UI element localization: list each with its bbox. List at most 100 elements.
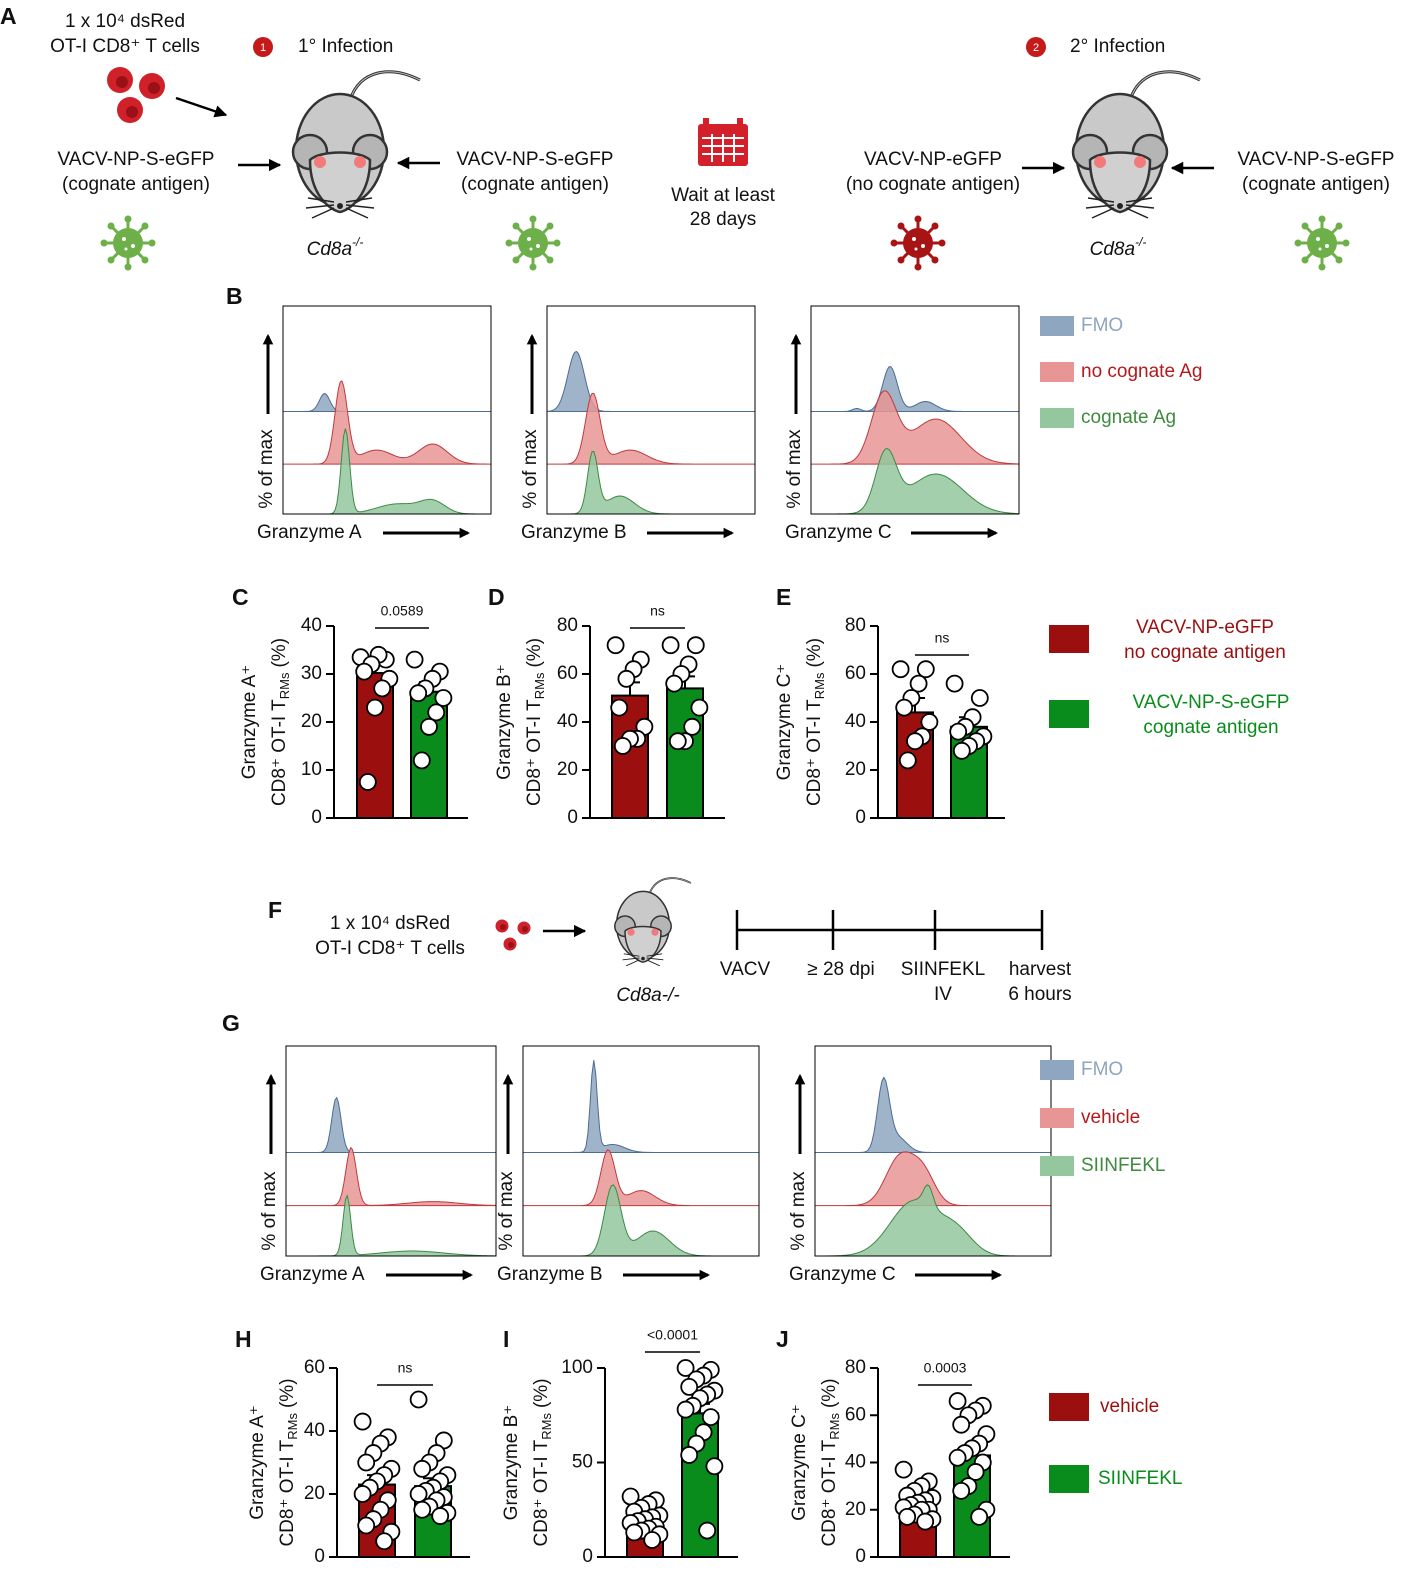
y-axis-label: CD8⁺ OT-I TRMs (%) bbox=[531, 1378, 554, 1546]
y-axis-label: Granzyme B⁺ bbox=[501, 1405, 522, 1521]
legend-swatch bbox=[1049, 1465, 1089, 1493]
legend-swatch bbox=[1049, 700, 1089, 728]
data-point bbox=[898, 751, 917, 770]
y-tick-label: 60 bbox=[845, 1404, 866, 1425]
legend-label: no cognate antigen bbox=[1124, 642, 1286, 663]
wait-text: 28 days bbox=[690, 209, 757, 230]
y-axis-label-main: CD8⁺ OT-I T bbox=[269, 699, 290, 806]
histogram bbox=[283, 392, 491, 412]
timeline-label: harvest bbox=[1009, 959, 1072, 980]
data-point bbox=[606, 636, 625, 655]
histogram-frame bbox=[282, 305, 492, 515]
mouse-icon bbox=[1071, 70, 1202, 220]
legend-swatch bbox=[1049, 625, 1089, 653]
y-axis-label: CD8⁺ OT-I TRMs (%) bbox=[524, 638, 547, 806]
y-axis-label: Granzyme A⁺ bbox=[247, 1405, 268, 1520]
legend-swatch bbox=[1040, 408, 1074, 428]
y-tick-label: 30 bbox=[301, 663, 322, 684]
data-point bbox=[613, 737, 632, 755]
data-point bbox=[676, 1400, 695, 1419]
data-point bbox=[690, 698, 709, 717]
data-point bbox=[353, 1412, 372, 1431]
legend-label: FMO bbox=[1081, 315, 1123, 336]
panel-label: J bbox=[776, 1326, 789, 1352]
y-tick-label: 40 bbox=[845, 711, 866, 732]
data-point bbox=[966, 1463, 985, 1481]
histogram-frame bbox=[810, 305, 1020, 515]
data-point bbox=[686, 636, 705, 655]
data-point bbox=[949, 722, 968, 741]
data-point bbox=[945, 674, 964, 693]
virus-icon bbox=[99, 214, 157, 272]
data-point bbox=[680, 1378, 699, 1396]
y-axis-label-unit: (%) bbox=[819, 1378, 840, 1408]
y-axis-label-sub: RMs bbox=[285, 1413, 300, 1440]
mouse-label: Cd8a-/- bbox=[1090, 235, 1147, 260]
data-point bbox=[916, 1512, 935, 1531]
data-point bbox=[916, 660, 935, 679]
y-axis-label-sub: RMs bbox=[827, 1413, 842, 1440]
y-axis-label-sub: RMs bbox=[539, 1413, 554, 1440]
significance-label: ns bbox=[935, 630, 950, 646]
data-point bbox=[413, 1500, 432, 1519]
legend-swatch bbox=[1049, 1393, 1089, 1421]
y-axis-label-unit: (%) bbox=[804, 638, 825, 668]
y-tick-label: 40 bbox=[301, 615, 322, 636]
legend-label: vehicle bbox=[1100, 1396, 1159, 1417]
virus-icon bbox=[889, 214, 947, 272]
panel-label: H bbox=[235, 1326, 252, 1352]
y-tick-label: 60 bbox=[304, 1357, 325, 1378]
y-tick-label: 0 bbox=[567, 807, 578, 828]
y-axis-label: % of max bbox=[256, 429, 277, 509]
data-point bbox=[906, 732, 924, 751]
data-point bbox=[427, 703, 446, 722]
significance-label: <0.0001 bbox=[647, 1327, 698, 1343]
timeline-label: VACV bbox=[720, 959, 771, 980]
arrow bbox=[175, 96, 228, 118]
x-axis-label: Granzyme C bbox=[785, 522, 892, 543]
x-axis-label: Granzyme C bbox=[789, 1264, 896, 1285]
wait-text: Wait at least bbox=[671, 185, 776, 206]
virus-label: VACV-NP-S-eGFP bbox=[1238, 149, 1395, 170]
legend-swatch bbox=[1040, 1108, 1074, 1128]
data-point bbox=[358, 773, 377, 791]
data-point bbox=[375, 1532, 394, 1551]
cells-text: 1 x 10⁴ dsRed bbox=[330, 913, 450, 934]
histogram-frame bbox=[522, 1045, 760, 1257]
mouse-icon bbox=[613, 877, 692, 967]
y-tick-label: 40 bbox=[845, 1452, 866, 1473]
y-tick-label: 20 bbox=[845, 1499, 866, 1520]
antigen-label: (cognate antigen) bbox=[461, 174, 609, 195]
antigen-label: (cognate antigen) bbox=[1242, 174, 1390, 195]
data-point bbox=[412, 751, 431, 770]
y-axis-label: % of max bbox=[496, 1171, 517, 1251]
y-axis-label: % of max bbox=[784, 429, 805, 509]
data-point bbox=[970, 1507, 989, 1526]
significance-label: 0.0003 bbox=[924, 1360, 967, 1376]
x-axis-label: Granzyme B bbox=[521, 522, 627, 543]
step-number: 1 bbox=[260, 42, 266, 54]
data-point bbox=[661, 636, 680, 655]
y-axis-label-sub: RMs bbox=[277, 672, 292, 699]
data-point bbox=[705, 1457, 724, 1476]
y-tick-label: 0 bbox=[855, 807, 866, 828]
mouse-label-text: Cd8a bbox=[307, 239, 352, 260]
y-axis-label: CD8⁺ OT-I TRMs (%) bbox=[277, 1378, 300, 1546]
legend-label: cognate Ag bbox=[1081, 407, 1176, 428]
mouse-icon bbox=[291, 70, 422, 220]
histogram bbox=[523, 1060, 759, 1153]
y-tick-label: 80 bbox=[557, 615, 578, 636]
legend-label: cognate antigen bbox=[1143, 717, 1278, 738]
data-point bbox=[948, 1448, 967, 1467]
y-tick-label: 10 bbox=[301, 759, 322, 780]
timeline-label: IV bbox=[934, 984, 952, 1005]
y-tick-label: 0 bbox=[311, 807, 322, 828]
y-tick-label: 50 bbox=[572, 1452, 593, 1473]
mouse-label: Cd8a-/- bbox=[616, 985, 679, 1006]
y-axis-label-main: CD8⁺ OT-I T bbox=[819, 1439, 840, 1546]
cells-text: 1 x 10⁴ dsRed bbox=[65, 11, 185, 32]
step-title: 2° Infection bbox=[1070, 36, 1165, 57]
data-point bbox=[413, 1459, 432, 1478]
panel-label: F bbox=[268, 897, 282, 923]
